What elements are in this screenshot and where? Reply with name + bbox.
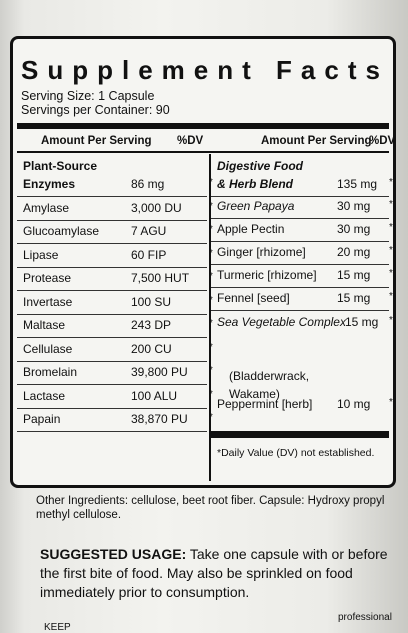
suggested-usage-label: SUGGESTED USAGE:	[40, 546, 187, 562]
left-dv: *	[209, 177, 213, 188]
right-name: Ginger [rhizome]	[217, 245, 306, 259]
left-dv: *	[209, 341, 213, 353]
left-amount: 100 ALU	[131, 388, 178, 403]
right-dv-header: %DV	[369, 135, 396, 147]
suggested-usage-text: Take one capsule with or before the firs…	[40, 546, 388, 600]
right-row-rule	[211, 241, 389, 242]
left-group-label: Plant-Source	[23, 159, 98, 173]
left-dv-header: %DV	[177, 135, 204, 147]
right-amount: 15 mg	[337, 291, 371, 305]
column-divider	[209, 154, 211, 481]
left-name: Glucoamylase	[23, 224, 100, 238]
left-name: Amylase	[23, 200, 70, 215]
right-name: Turmeric [rhizome]	[217, 268, 317, 282]
left-amount: 3,000 DU	[131, 200, 182, 215]
left-row-rule	[17, 290, 207, 291]
right-dv: *	[389, 315, 393, 326]
header-divider	[17, 151, 389, 153]
thick-divider	[17, 123, 389, 129]
left-row-rule	[17, 337, 207, 338]
right-name: Peppermint [herb]	[217, 397, 313, 411]
left-row-rule	[17, 313, 207, 315]
right-name: Sea Vegetable Complex	[217, 315, 346, 329]
right-name: Fennel [seed]	[217, 291, 290, 305]
right-amount: 135 mg	[337, 177, 378, 191]
left-dv: *	[209, 247, 213, 259]
left-row-rule	[17, 360, 207, 362]
left-row-rule	[17, 431, 207, 432]
left-dv: *	[209, 412, 213, 423]
right-row-rule	[211, 310, 389, 311]
left-name: Lactase	[23, 388, 66, 403]
right-row-rule	[211, 218, 389, 219]
left-name: Enzymes	[23, 177, 76, 191]
right-dv: *	[389, 291, 393, 302]
left-dv: *	[209, 271, 213, 282]
right-dv: *	[389, 199, 393, 210]
left-name: Invertase	[23, 294, 73, 309]
sea-veg-detail-2-text: Wakame)	[229, 387, 280, 401]
left-amount: 243 DP	[131, 318, 172, 332]
cut-text-right: professional	[338, 612, 392, 623]
suggested-usage: SUGGESTED USAGE: Take one capsule with o…	[40, 545, 400, 602]
left-row-rule	[17, 407, 207, 409]
right-row-rule	[211, 287, 389, 288]
right-dv: *	[389, 268, 393, 279]
right-row-rule	[211, 196, 389, 197]
left-row-rule	[17, 384, 207, 385]
left-amount: 7 AGU	[131, 224, 167, 238]
right-amount: 15 mg	[345, 315, 379, 329]
right-dv: *	[389, 177, 393, 188]
left-amount: 100 SU	[131, 294, 172, 309]
left-row-rule	[17, 266, 207, 268]
panel-title: Supplement Facts	[21, 55, 389, 85]
left-name: Protease	[23, 271, 72, 285]
left-amount: 200 CU	[131, 341, 172, 356]
servings-per-container: Servings per Container: 90	[21, 103, 170, 117]
left-name: Cellulase	[23, 341, 73, 356]
right-dv: *	[389, 245, 393, 256]
right-name: Green Papaya	[217, 199, 295, 213]
serving-size: Serving Size: 1 Capsule	[21, 89, 155, 103]
sea-veg-detail-1-text: (Bladderwrack,	[229, 369, 310, 383]
left-row-rule	[17, 219, 207, 221]
other-ingredients: Other Ingredients: cellulose, beet root …	[36, 495, 385, 521]
right-dv: *	[389, 397, 393, 408]
left-amount: 60 FIP	[131, 247, 167, 262]
right-amount: 30 mg	[337, 222, 371, 236]
left-dv: *	[209, 224, 213, 235]
right-thick-divider	[211, 431, 389, 438]
left-amount-header: Amount Per Serving	[41, 135, 152, 147]
left-dv: *	[209, 294, 213, 306]
left-name: Papain	[23, 412, 61, 426]
right-name: Apple Pectin	[217, 222, 285, 236]
left-amount: 38,870 PU	[131, 412, 188, 426]
right-amount: 10 mg	[337, 397, 371, 411]
left-amount: 7,500 HUT	[131, 271, 190, 285]
right-amount: 20 mg	[337, 245, 371, 259]
left-name: Bromelain	[23, 365, 78, 379]
left-dv: *	[209, 318, 213, 329]
dv-note-text: *Daily Value (DV) not established.	[217, 447, 375, 459]
left-name: Maltase	[23, 318, 66, 332]
right-group-label: Digestive Food	[217, 159, 304, 173]
left-dv: *	[209, 365, 213, 376]
right-amount: 15 mg	[337, 268, 371, 282]
right-row-rule	[211, 264, 389, 265]
left-row-rule	[17, 196, 207, 197]
left-dv: *	[209, 200, 213, 212]
right-dv: *	[389, 222, 393, 233]
right-amount-header: Amount Per Serving	[261, 135, 372, 147]
left-row-rule	[17, 243, 207, 244]
right-name: & Herb Blend	[217, 177, 294, 191]
supplement-facts-panel: Supplement Facts Serving Size: 1 Capsule…	[10, 36, 396, 488]
left-amount: 86 mg	[131, 177, 165, 191]
left-name: Lipase	[23, 247, 59, 262]
cut-text-left: KEEP	[44, 622, 71, 633]
left-amount: 39,800 PU	[131, 365, 188, 379]
right-amount: 30 mg	[337, 199, 371, 213]
left-dv: *	[209, 388, 213, 400]
